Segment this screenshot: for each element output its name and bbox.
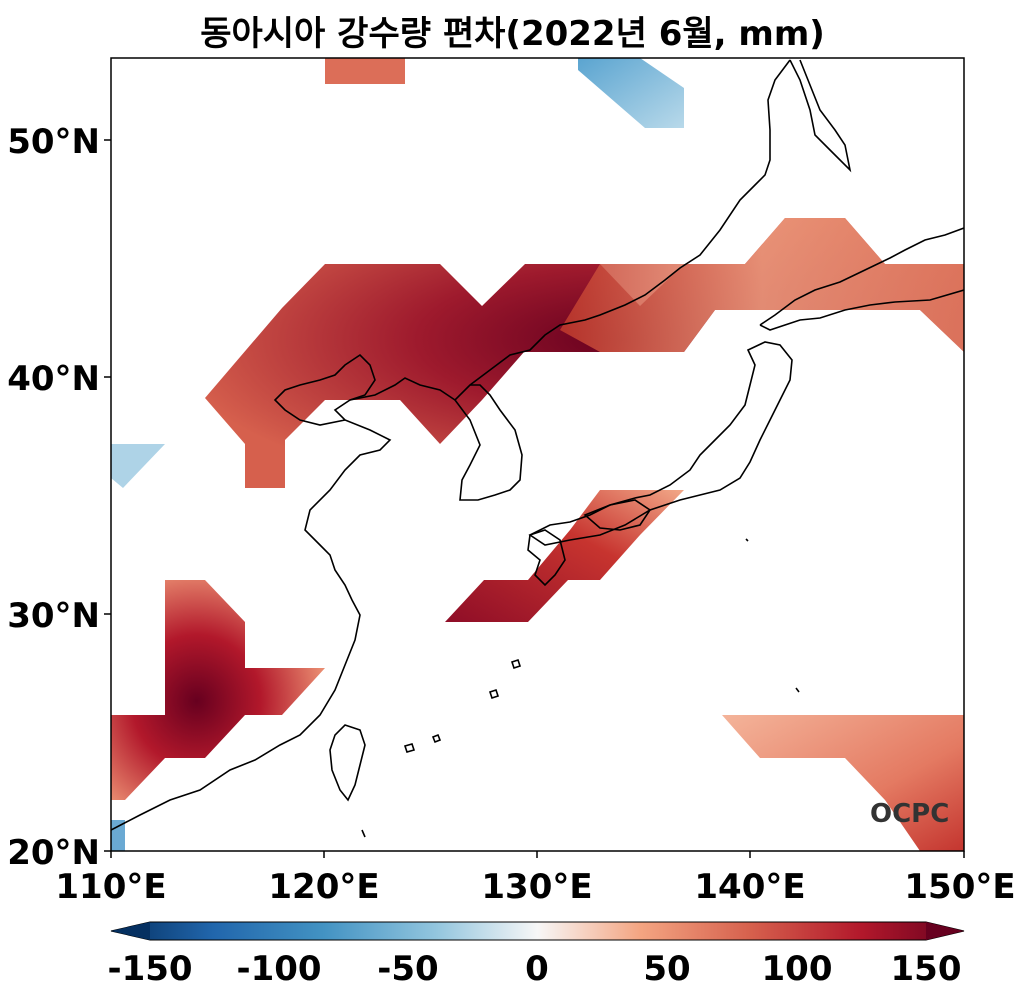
colorbar-tick-label: -150 (107, 949, 192, 989)
anomaly-patch (722, 715, 964, 851)
colorbar-tick-label: -50 (377, 949, 438, 989)
lon-tick-label: 140°E (694, 867, 805, 907)
lon-tick-label: 110°E (55, 867, 166, 907)
anomaly-patch (578, 58, 684, 128)
lon-tick-label: 150°E (904, 867, 1015, 907)
lon-tick-label: 130°E (481, 867, 592, 907)
colorbar-tick-label: 100 (762, 949, 833, 989)
colorbar-bar (110, 921, 965, 941)
anomaly-patch (111, 580, 325, 800)
coastlines (111, 59, 964, 838)
anomaly-patch (560, 218, 964, 352)
colorbar-tick-label: 50 (643, 949, 690, 989)
colorbar (110, 921, 965, 941)
lat-tick-label: 40°N (7, 359, 100, 399)
axis-ticks (104, 139, 965, 858)
anomaly-patch (325, 58, 405, 84)
ocpc-logo: OCPC (870, 799, 949, 829)
anomaly-patch (111, 444, 165, 488)
lon-tick-label: 120°E (268, 867, 379, 907)
colorbar-extend-min (111, 922, 150, 940)
lat-tick-label: 20°N (7, 833, 100, 873)
lat-tick-label: 30°N (7, 596, 100, 636)
map-title: 동아시아 강수량 편차(2022년 6월, mm) (200, 14, 825, 54)
lat-tick-label: 50°N (7, 122, 100, 162)
colorbar-extend-max (926, 922, 964, 940)
anomaly-field (111, 58, 964, 851)
colorbar-tick-label: 0 (525, 949, 549, 989)
colorbar-tick-label: 150 (891, 949, 962, 989)
colorbar-tick-label: -100 (236, 949, 321, 989)
